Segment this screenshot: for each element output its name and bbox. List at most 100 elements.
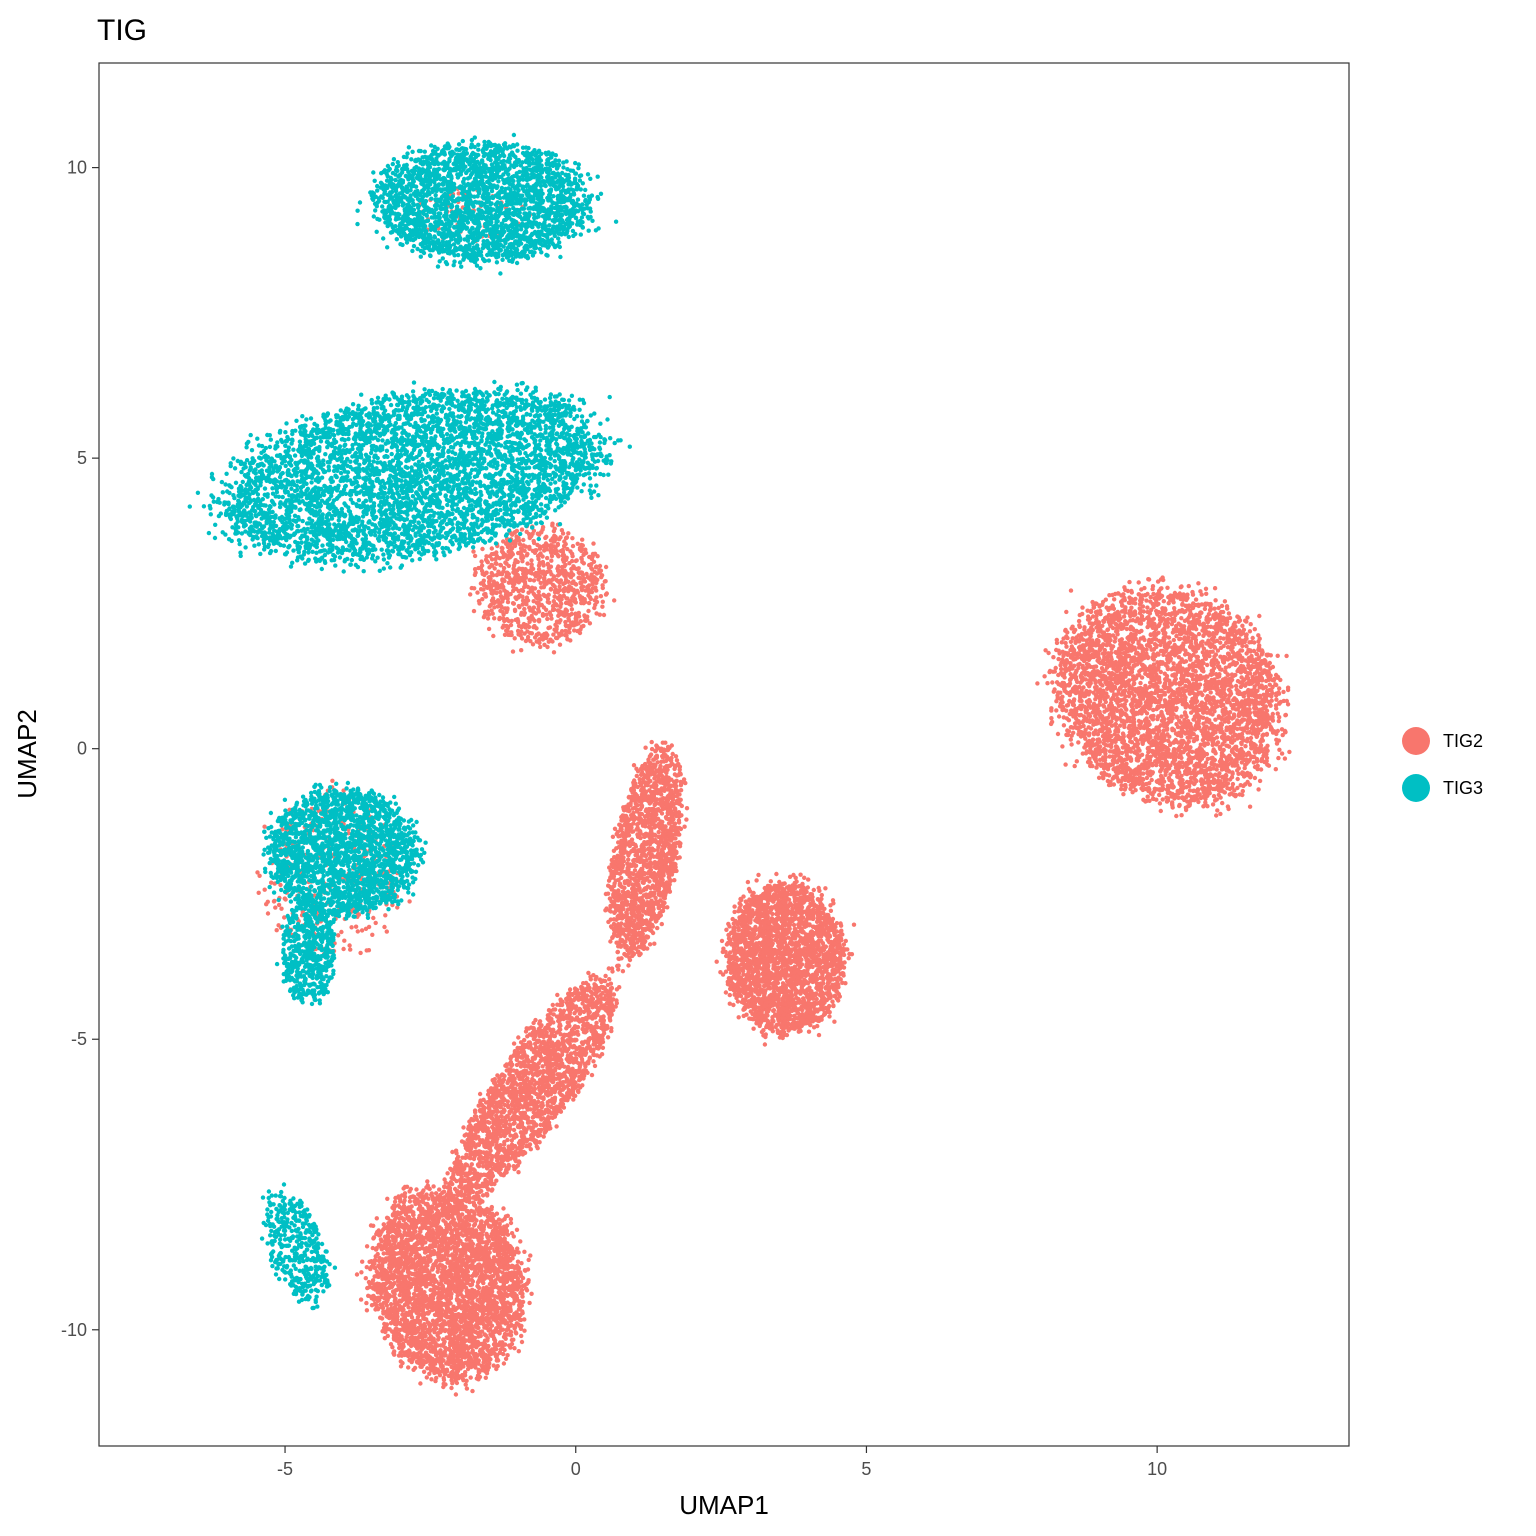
data-point bbox=[1236, 766, 1242, 771]
data-point bbox=[1165, 763, 1170, 769]
data-point bbox=[1190, 690, 1196, 695]
data-point bbox=[1073, 639, 1078, 644]
data-point bbox=[1087, 671, 1093, 677]
data-point bbox=[1158, 763, 1164, 768]
data-point bbox=[1064, 644, 1069, 649]
data-point bbox=[1210, 659, 1216, 664]
data-point bbox=[1169, 667, 1174, 672]
data-point bbox=[1224, 727, 1229, 733]
data-point bbox=[1061, 723, 1067, 728]
data-point bbox=[1124, 756, 1130, 762]
data-point bbox=[1223, 706, 1228, 711]
data-point bbox=[1058, 663, 1063, 668]
data-point bbox=[1151, 651, 1156, 657]
data-point bbox=[1219, 615, 1224, 620]
data-point bbox=[1116, 753, 1121, 758]
data-point bbox=[1268, 724, 1273, 730]
data-point bbox=[1125, 635, 1130, 641]
data-point bbox=[1126, 680, 1131, 686]
data-point bbox=[1063, 689, 1068, 694]
data-point bbox=[1229, 641, 1235, 646]
data-point bbox=[1235, 614, 1240, 619]
data-point bbox=[1121, 792, 1126, 797]
data-point bbox=[1132, 663, 1137, 668]
data-point bbox=[1263, 760, 1268, 765]
data-point bbox=[1148, 728, 1153, 734]
data-point bbox=[1253, 743, 1258, 748]
data-point bbox=[1195, 692, 1201, 697]
data-point bbox=[1197, 682, 1203, 687]
data-point bbox=[1224, 758, 1230, 763]
data-point bbox=[1150, 770, 1156, 775]
data-point bbox=[1097, 712, 1102, 718]
data-point bbox=[1052, 687, 1057, 692]
data-point bbox=[1253, 750, 1258, 755]
data-point bbox=[1185, 606, 1191, 611]
data-point bbox=[1117, 649, 1122, 654]
data-point bbox=[1236, 629, 1241, 634]
data-point bbox=[1155, 687, 1160, 693]
data-point bbox=[1192, 763, 1197, 768]
data-point bbox=[1120, 603, 1125, 608]
data-point bbox=[1274, 682, 1279, 688]
data-point bbox=[1134, 743, 1140, 749]
data-point bbox=[1254, 701, 1260, 706]
data-point bbox=[1177, 680, 1182, 686]
data-point bbox=[1151, 591, 1156, 597]
data-point bbox=[1238, 648, 1243, 653]
data-point bbox=[1127, 723, 1132, 729]
data-point bbox=[1131, 783, 1136, 789]
data-point bbox=[1232, 732, 1238, 737]
data-point bbox=[1260, 650, 1265, 655]
data-point bbox=[1258, 746, 1264, 751]
data-point bbox=[1071, 629, 1077, 635]
data-point bbox=[1185, 636, 1191, 641]
data-point bbox=[1150, 584, 1156, 589]
data-point bbox=[1210, 802, 1216, 807]
data-point bbox=[1126, 778, 1131, 784]
data-point bbox=[1097, 670, 1102, 675]
data-point bbox=[1194, 711, 1200, 716]
data-point bbox=[1145, 605, 1150, 610]
data-point bbox=[1163, 662, 1168, 667]
data-point bbox=[1252, 671, 1258, 676]
data-point bbox=[1246, 709, 1252, 714]
data-point bbox=[1240, 788, 1246, 794]
data-point bbox=[1123, 749, 1128, 754]
data-point bbox=[727, 924, 732, 929]
data-point bbox=[1130, 677, 1136, 682]
data-point bbox=[1091, 690, 1096, 695]
data-point bbox=[1214, 813, 1219, 818]
data-point bbox=[1121, 623, 1127, 628]
data-point bbox=[768, 879, 773, 884]
data-point bbox=[1142, 718, 1148, 723]
data-point bbox=[1077, 612, 1083, 618]
data-point bbox=[1226, 719, 1231, 725]
data-point bbox=[1154, 624, 1160, 630]
data-point bbox=[1165, 655, 1170, 660]
data-point bbox=[1093, 620, 1098, 625]
data-point bbox=[1109, 744, 1114, 750]
data-point bbox=[1080, 605, 1085, 610]
data-point bbox=[1248, 622, 1253, 627]
data-point bbox=[1233, 636, 1239, 642]
data-point bbox=[1191, 615, 1196, 620]
data-point bbox=[1264, 746, 1269, 751]
data-point bbox=[1235, 776, 1240, 782]
data-point bbox=[1169, 616, 1175, 622]
data-point bbox=[1068, 676, 1073, 682]
data-point bbox=[1090, 763, 1095, 769]
data-point bbox=[1195, 723, 1201, 728]
data-point bbox=[1100, 623, 1105, 628]
data-point bbox=[1196, 644, 1201, 650]
data-point bbox=[1080, 703, 1085, 708]
data-point bbox=[1233, 744, 1238, 750]
data-point bbox=[1276, 718, 1282, 724]
data-point bbox=[1188, 625, 1194, 631]
data-point bbox=[1087, 704, 1092, 709]
data-point bbox=[1053, 665, 1058, 671]
data-point bbox=[1201, 763, 1207, 768]
data-point bbox=[1102, 695, 1107, 700]
data-point bbox=[1064, 609, 1069, 615]
data-point bbox=[1147, 781, 1152, 786]
